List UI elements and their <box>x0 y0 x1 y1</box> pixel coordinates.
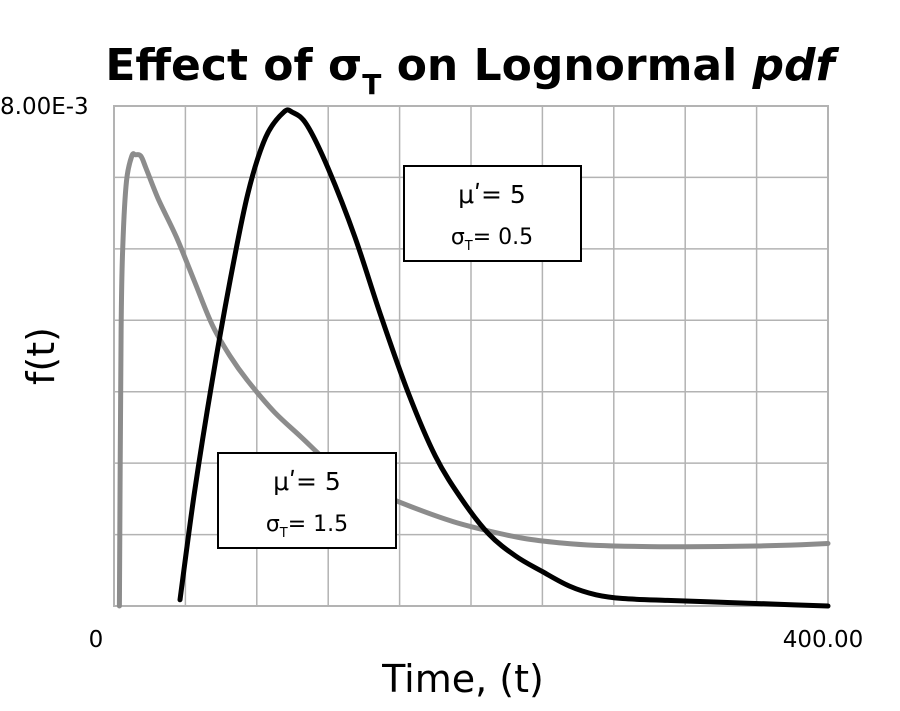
x-axis-label: Time, (t) <box>381 657 544 701</box>
x-tick-max: 400.00 <box>783 627 863 653</box>
chart-title: Effect of σT on Lognormal pdf <box>105 40 839 101</box>
sigma-value: = 1.5 <box>288 512 348 537</box>
sigma-subscript: T <box>464 239 473 254</box>
annotation-sigma: σT= 1.5 <box>266 512 348 541</box>
sigma-value: = 0.5 <box>473 225 533 250</box>
annotation-mu: μʹ= 5 <box>273 467 341 496</box>
annotation-sigma-0.5: μʹ= 5 σT= 0.5 <box>403 165 582 262</box>
title-prefix: Effect of σ <box>105 40 362 91</box>
series-layer <box>116 107 831 609</box>
title-subscript: T <box>362 68 381 101</box>
sigma-symbol: σ <box>451 225 465 250</box>
series-line-sigma-1.5 <box>116 151 831 609</box>
title-italic: pdf <box>752 40 840 91</box>
annotation-mu: μʹ= 5 <box>458 180 526 209</box>
sigma-symbol: σ <box>266 512 280 537</box>
annotation-box <box>217 452 397 549</box>
y-axis-label: f(t) <box>19 327 63 385</box>
sigma-subscript: T <box>279 526 288 541</box>
title-middle: on Lognormal <box>381 40 752 91</box>
annotation-box <box>403 165 582 262</box>
y-tick-max: 8.00E-3 <box>0 94 89 120</box>
annotation-sigma: σT= 0.5 <box>451 225 533 254</box>
series-line-sigma-0.5 <box>177 107 831 609</box>
annotation-sigma-1.5: μʹ= 5 σT= 1.5 <box>217 452 397 549</box>
x-tick-min: 0 <box>89 627 104 653</box>
